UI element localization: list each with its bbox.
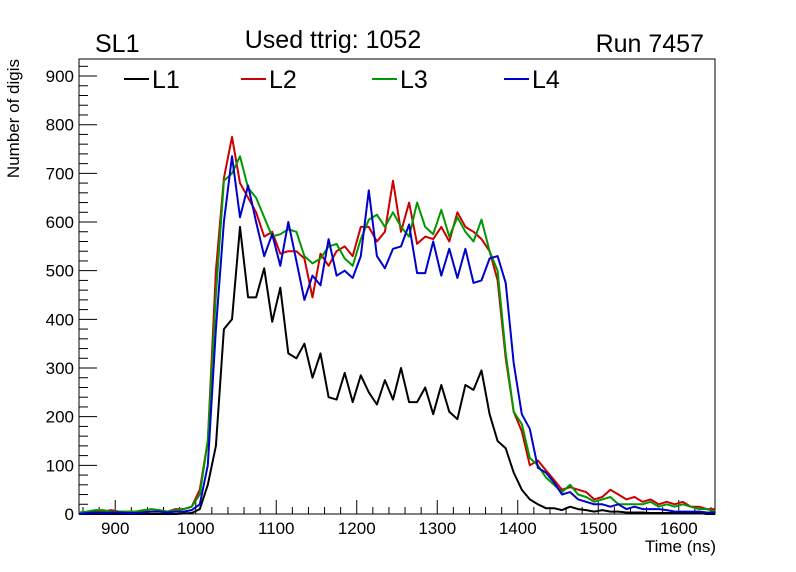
series-line-l3 [78, 155, 716, 514]
x-tick-label: 1300 [418, 519, 456, 538]
y-tick-label: 700 [46, 164, 74, 183]
chart-title: Used ttrig: 1052 [245, 26, 422, 54]
y-tick-label: 0 [65, 505, 74, 524]
series-layer [78, 135, 716, 515]
legend-label-l3: L3 [400, 66, 428, 94]
chart-left-label: SL1 [95, 30, 139, 58]
x-tick-label: 900 [101, 519, 129, 538]
legend-label-l2: L2 [269, 66, 297, 94]
x-axis-label: Time (ns) [645, 537, 716, 556]
plot-frame [78, 58, 716, 515]
y-tick-label: 400 [46, 310, 74, 329]
y-tick-label: 500 [46, 262, 74, 281]
y-tick-label: 900 [46, 67, 74, 86]
x-tick-label: 1000 [177, 519, 215, 538]
y-axis-ticks: 0 100 200 300 400 500 600 700 800 900 [46, 65, 97, 524]
x-tick-label: 1500 [579, 519, 617, 538]
x-axis-ticks: 900 1000 1100 1200 1300 1400 1500 1600 [82, 500, 712, 538]
y-tick-label: 200 [46, 408, 74, 427]
y-tick-label: 300 [46, 359, 74, 378]
chart-right-label: Run 7457 [596, 30, 704, 58]
x-tick-label: 1600 [660, 519, 698, 538]
x-tick-label: 1200 [338, 519, 376, 538]
series-line-l1 [79, 225, 715, 515]
series-line-l4 [78, 155, 715, 515]
y-tick-label: 800 [46, 116, 74, 135]
y-tick-label: 100 [46, 456, 74, 475]
x-tick-label: 1400 [499, 519, 537, 538]
y-tick-label: 600 [46, 213, 74, 232]
y-axis-label: Number of digis [4, 59, 23, 178]
x-tick-label: 1100 [258, 519, 295, 538]
legend: L1 L2 L3 L4 [124, 66, 560, 94]
legend-label-l1: L1 [152, 66, 180, 94]
legend-label-l4: L4 [532, 66, 560, 94]
